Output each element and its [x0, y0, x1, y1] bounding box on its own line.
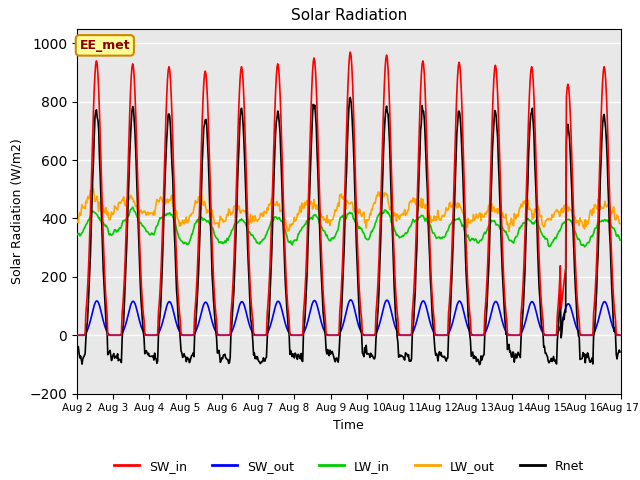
LW_in: [129, 204, 136, 210]
LW_in: [223, 236, 231, 241]
Rnet: [139, 319, 147, 325]
SW_in: [346, 49, 354, 55]
SW_out: [415, 308, 423, 314]
LW_in: [415, 215, 423, 220]
Line: LW_out: LW_out: [77, 187, 620, 231]
Line: LW_in: LW_in: [77, 207, 620, 247]
SW_in: [194, 259, 202, 265]
SW_in: [223, 332, 230, 338]
LW_out: [73, 219, 81, 225]
LW_in: [83, 221, 90, 227]
Title: Solar Radiation: Solar Radiation: [291, 9, 407, 24]
SW_out: [194, 324, 202, 329]
SW_in: [83, 301, 90, 307]
LW_out: [223, 212, 231, 217]
Y-axis label: Solar Radiation (W/m2): Solar Radiation (W/m2): [11, 138, 24, 284]
Rnet: [73, 344, 81, 349]
Rnet: [83, 325, 90, 331]
Text: EE_met: EE_met: [79, 39, 130, 52]
LW_out: [83, 200, 90, 206]
Line: Rnet: Rnet: [77, 97, 620, 365]
LW_in: [431, 232, 439, 238]
LW_in: [140, 223, 147, 229]
Rnet: [476, 362, 483, 368]
Rnet: [616, 349, 624, 355]
X-axis label: Time: Time: [333, 419, 364, 432]
SW_out: [616, 332, 624, 338]
Rnet: [431, 347, 439, 353]
SW_in: [73, 332, 81, 338]
Rnet: [194, 287, 202, 293]
SW_in: [415, 133, 423, 139]
Rnet: [346, 95, 354, 100]
Rnet: [415, 169, 423, 175]
Line: SW_out: SW_out: [77, 300, 620, 335]
LW_out: [431, 217, 439, 223]
SW_in: [616, 332, 624, 338]
SW_out: [139, 327, 147, 333]
Legend: SW_in, SW_out, LW_in, LW_out, Rnet: SW_in, SW_out, LW_in, LW_out, Rnet: [109, 455, 589, 478]
LW_in: [616, 237, 624, 243]
LW_in: [73, 231, 81, 237]
Line: SW_in: SW_in: [77, 52, 620, 335]
LW_in: [195, 216, 202, 222]
SW_out: [431, 331, 439, 336]
SW_out: [223, 332, 230, 338]
LW_out: [505, 228, 513, 234]
LW_out: [616, 221, 624, 227]
SW_out: [73, 332, 81, 338]
LW_out: [88, 184, 96, 190]
SW_out: [348, 297, 355, 303]
SW_in: [139, 301, 147, 307]
SW_out: [83, 329, 90, 335]
LW_out: [195, 194, 202, 200]
Rnet: [223, 356, 230, 361]
LW_in: [580, 244, 588, 250]
SW_in: [431, 332, 439, 338]
LW_out: [415, 203, 423, 208]
LW_out: [140, 208, 147, 214]
